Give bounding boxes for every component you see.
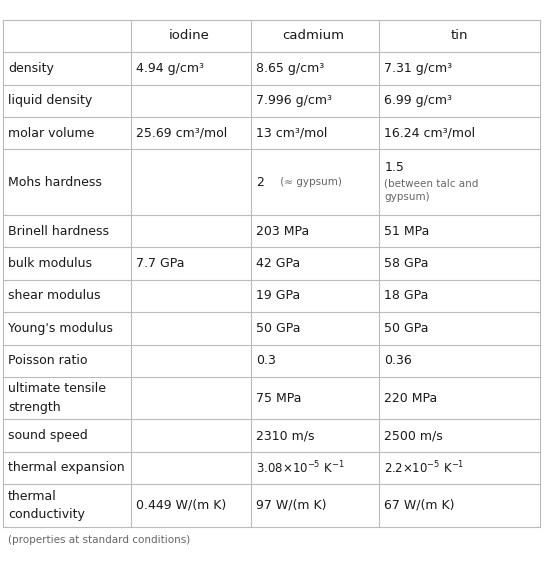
Text: 0.36: 0.36 bbox=[384, 354, 412, 367]
Text: 67 W/(m K): 67 W/(m K) bbox=[384, 499, 455, 512]
Text: 1.5: 1.5 bbox=[384, 160, 404, 173]
Text: 2500 m/s: 2500 m/s bbox=[384, 429, 443, 442]
Text: ultimate tensile: ultimate tensile bbox=[8, 383, 106, 396]
Text: 7.996 g/cm³: 7.996 g/cm³ bbox=[256, 94, 332, 107]
Text: tin: tin bbox=[450, 29, 468, 42]
Text: cadmium: cadmium bbox=[282, 29, 344, 42]
Text: 13 cm³/mol: 13 cm³/mol bbox=[256, 127, 328, 140]
Text: 2310 m/s: 2310 m/s bbox=[256, 429, 314, 442]
Text: 58 GPa: 58 GPa bbox=[384, 257, 429, 270]
Text: 51 MPa: 51 MPa bbox=[384, 225, 429, 238]
Text: Brinell hardness: Brinell hardness bbox=[8, 225, 109, 238]
Text: strength: strength bbox=[8, 401, 61, 414]
Text: 19 GPa: 19 GPa bbox=[256, 289, 300, 302]
Text: Poisson ratio: Poisson ratio bbox=[8, 354, 88, 367]
Text: 0.3: 0.3 bbox=[256, 354, 276, 367]
Text: 18 GPa: 18 GPa bbox=[384, 289, 428, 302]
Text: thermal: thermal bbox=[8, 489, 57, 502]
Text: 25.69 cm³/mol: 25.69 cm³/mol bbox=[136, 127, 227, 140]
Text: conductivity: conductivity bbox=[8, 508, 85, 521]
Text: sound speed: sound speed bbox=[8, 429, 88, 442]
Text: 3.08$\times$10$^{-5}$ K$^{-1}$: 3.08$\times$10$^{-5}$ K$^{-1}$ bbox=[256, 460, 344, 476]
Text: 7.31 g/cm³: 7.31 g/cm³ bbox=[384, 62, 452, 75]
Text: 75 MPa: 75 MPa bbox=[256, 392, 301, 405]
Text: bulk modulus: bulk modulus bbox=[8, 257, 92, 270]
Text: Young's modulus: Young's modulus bbox=[8, 322, 113, 335]
Text: 0.449 W/(m K): 0.449 W/(m K) bbox=[136, 499, 227, 512]
Text: 4.94 g/cm³: 4.94 g/cm³ bbox=[136, 62, 204, 75]
Text: shear modulus: shear modulus bbox=[8, 289, 101, 302]
Text: liquid density: liquid density bbox=[8, 94, 93, 107]
Text: 220 MPa: 220 MPa bbox=[384, 392, 438, 405]
Text: (properties at standard conditions): (properties at standard conditions) bbox=[8, 535, 190, 545]
Text: 8.65 g/cm³: 8.65 g/cm³ bbox=[256, 62, 324, 75]
Text: Mohs hardness: Mohs hardness bbox=[8, 176, 102, 189]
Text: density: density bbox=[8, 62, 54, 75]
Text: 7.7 GPa: 7.7 GPa bbox=[136, 257, 185, 270]
Text: 50 GPa: 50 GPa bbox=[256, 322, 301, 335]
Text: molar volume: molar volume bbox=[8, 127, 94, 140]
Text: 203 MPa: 203 MPa bbox=[256, 225, 310, 238]
Text: 6.99 g/cm³: 6.99 g/cm³ bbox=[384, 94, 452, 107]
Text: 2: 2 bbox=[256, 176, 264, 189]
Text: 50 GPa: 50 GPa bbox=[384, 322, 429, 335]
Text: 97 W/(m K): 97 W/(m K) bbox=[256, 499, 326, 512]
Text: 42 GPa: 42 GPa bbox=[256, 257, 300, 270]
Text: (between talc and: (between talc and bbox=[384, 179, 479, 189]
Text: 16.24 cm³/mol: 16.24 cm³/mol bbox=[384, 127, 475, 140]
Text: thermal expansion: thermal expansion bbox=[8, 462, 125, 475]
Text: iodine: iodine bbox=[169, 29, 210, 42]
Text: gypsum): gypsum) bbox=[384, 192, 430, 202]
Text: 2.2$\times$10$^{-5}$ K$^{-1}$: 2.2$\times$10$^{-5}$ K$^{-1}$ bbox=[384, 460, 465, 476]
Text: (≈ gypsum): (≈ gypsum) bbox=[277, 177, 342, 187]
